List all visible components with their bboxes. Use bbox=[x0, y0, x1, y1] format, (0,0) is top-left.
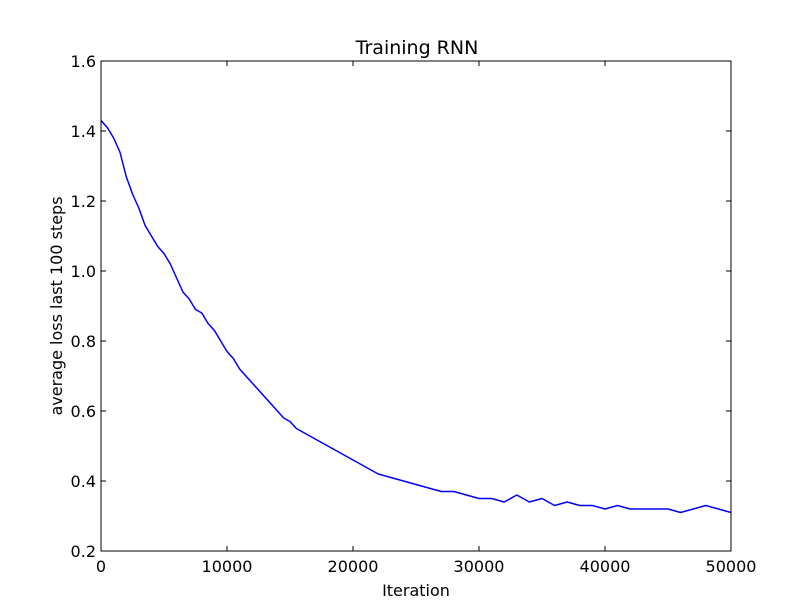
loss-series-line bbox=[100, 119, 732, 514]
y-tick-label: 1.6 bbox=[71, 52, 96, 71]
x-tick-label: 0 bbox=[96, 557, 106, 576]
plot-frame bbox=[100, 60, 732, 552]
x-tick-label: 50000 bbox=[706, 557, 757, 576]
y-tick-label: 1.0 bbox=[71, 262, 96, 281]
y-tick-label: 1.2 bbox=[71, 192, 96, 211]
x-axis-label: Iteration bbox=[382, 581, 450, 600]
y-tick-label: 0.6 bbox=[71, 402, 96, 421]
x-tick-label: 30000 bbox=[454, 557, 505, 576]
y-tick-label: 0.8 bbox=[71, 332, 96, 351]
chart-title: Training RNN bbox=[355, 37, 479, 59]
y-tick-label: 1.4 bbox=[71, 122, 96, 141]
x-tick-label: 20000 bbox=[328, 557, 379, 576]
x-axis: 0 10000 20000 30000 40000 50000 bbox=[96, 61, 757, 576]
plot-line-layer bbox=[100, 119, 732, 514]
x-tick-label: 10000 bbox=[202, 557, 253, 576]
y-axis-label: average loss last 100 steps bbox=[47, 196, 66, 415]
y-tick-label: 0.4 bbox=[71, 472, 96, 491]
y-axis: 0.2 0.4 0.6 0.8 1.0 1.2 1.4 1.6 bbox=[71, 52, 731, 561]
x-tick-label: 40000 bbox=[580, 557, 631, 576]
y-tick-label: 0.2 bbox=[71, 542, 96, 561]
